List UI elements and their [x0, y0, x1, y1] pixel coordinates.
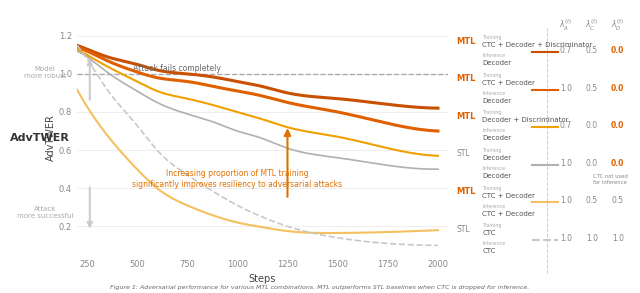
- Text: Training: Training: [483, 148, 502, 153]
- Text: $\lambda_D^{(t)}$: $\lambda_D^{(t)}$: [611, 17, 625, 33]
- Text: 0.5: 0.5: [612, 196, 624, 205]
- Text: Inference: Inference: [483, 128, 506, 134]
- Text: CTC + Decoder + Discriminator: CTC + Decoder + Discriminator: [483, 42, 593, 48]
- Text: Figure 1: Adversarial performance for various MTL combinations. MTL outperforms : Figure 1: Adversarial performance for va…: [110, 285, 530, 290]
- Text: Training: Training: [483, 185, 502, 190]
- Text: Inference: Inference: [483, 166, 506, 171]
- Text: 0.0: 0.0: [586, 159, 598, 168]
- Text: Decoder: Decoder: [483, 173, 511, 179]
- Text: STL: STL: [456, 224, 470, 234]
- Text: 0.0: 0.0: [611, 84, 625, 93]
- Text: 0.0: 0.0: [611, 121, 625, 130]
- Text: 0.5: 0.5: [586, 84, 598, 93]
- Text: $\lambda_C^{(t)}$: $\lambda_C^{(t)}$: [585, 17, 598, 33]
- Text: MTL: MTL: [456, 112, 476, 121]
- Text: Model
more robust: Model more robust: [24, 66, 67, 79]
- Text: 1.0: 1.0: [560, 196, 572, 205]
- Text: Decoder: Decoder: [483, 155, 511, 161]
- Text: Attack
more successful: Attack more successful: [17, 206, 74, 219]
- Text: 0.5: 0.5: [586, 46, 598, 55]
- Text: 1.0: 1.0: [586, 234, 598, 243]
- Text: Training: Training: [483, 110, 502, 115]
- Text: 1.0: 1.0: [560, 159, 572, 168]
- Text: Training: Training: [483, 35, 502, 40]
- Text: Decoder: Decoder: [483, 98, 511, 104]
- Text: 0.7: 0.7: [560, 121, 572, 130]
- Text: CTC: CTC: [483, 248, 495, 254]
- Text: Attack fails completely: Attack fails completely: [133, 64, 221, 73]
- Text: CTC + Decoder: CTC + Decoder: [483, 193, 535, 198]
- X-axis label: Steps: Steps: [249, 274, 276, 284]
- Text: AdvTWER: AdvTWER: [10, 133, 70, 143]
- Text: CTC: CTC: [483, 230, 495, 236]
- Text: MTL: MTL: [456, 74, 476, 83]
- Text: Inference: Inference: [483, 241, 506, 246]
- Text: Increasing proportion of MTL training
significantly improves resiliency to adver: Increasing proportion of MTL training si…: [132, 169, 342, 189]
- Text: 1.0: 1.0: [612, 234, 624, 243]
- Text: 0.7: 0.7: [560, 46, 572, 55]
- Text: Decoder: Decoder: [483, 60, 511, 66]
- Text: 0.0: 0.0: [586, 121, 598, 130]
- Text: Decoder + Discriminator: Decoder + Discriminator: [483, 117, 569, 123]
- Text: Inference: Inference: [483, 204, 506, 209]
- Text: Inference: Inference: [483, 53, 506, 58]
- Text: Training: Training: [483, 73, 502, 78]
- Y-axis label: AdvTWER: AdvTWER: [46, 114, 56, 161]
- Text: MTL: MTL: [456, 37, 476, 46]
- Text: 0.5: 0.5: [586, 196, 598, 205]
- Text: CTC + Decoder: CTC + Decoder: [483, 211, 535, 217]
- Text: Inference: Inference: [483, 91, 506, 96]
- Text: MTL: MTL: [456, 187, 476, 196]
- Text: STL: STL: [456, 149, 470, 158]
- Text: 0.0: 0.0: [611, 159, 625, 168]
- Text: Decoder: Decoder: [483, 135, 511, 142]
- Text: $\lambda_A^{(t)}$: $\lambda_A^{(t)}$: [559, 17, 572, 33]
- Text: CTC + Decoder: CTC + Decoder: [483, 80, 535, 86]
- Text: 1.0: 1.0: [560, 234, 572, 243]
- Text: 1.0: 1.0: [560, 84, 572, 93]
- Text: CTC not used
for inference: CTC not used for inference: [593, 174, 628, 185]
- Text: 0.0: 0.0: [611, 46, 625, 55]
- Text: Training: Training: [483, 223, 502, 228]
